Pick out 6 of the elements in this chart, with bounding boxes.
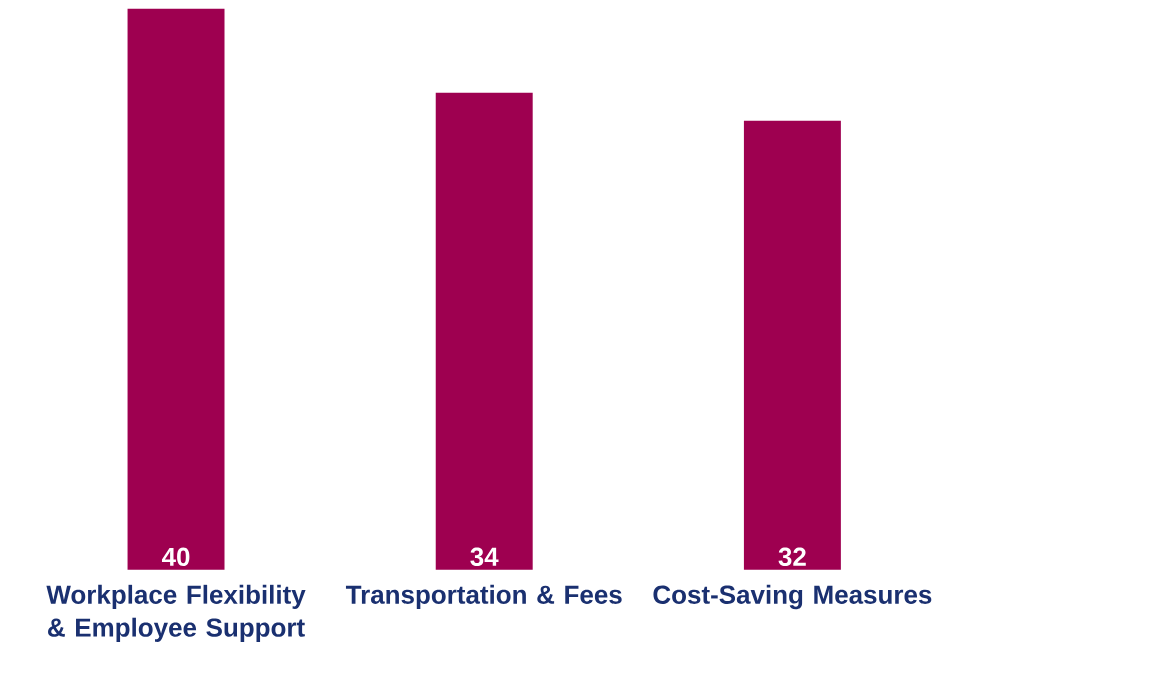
data-label: 34 — [470, 547, 499, 566]
x-tick-label: Transportation & Fees — [345, 584, 622, 609]
x-tick-label: Workplace Flexibility & Employee Support — [46, 584, 306, 642]
x-tick-label: Cost-Saving Measures — [653, 584, 932, 610]
data-label: 32 — [778, 547, 806, 566]
data-label: 40 — [161, 547, 190, 566]
